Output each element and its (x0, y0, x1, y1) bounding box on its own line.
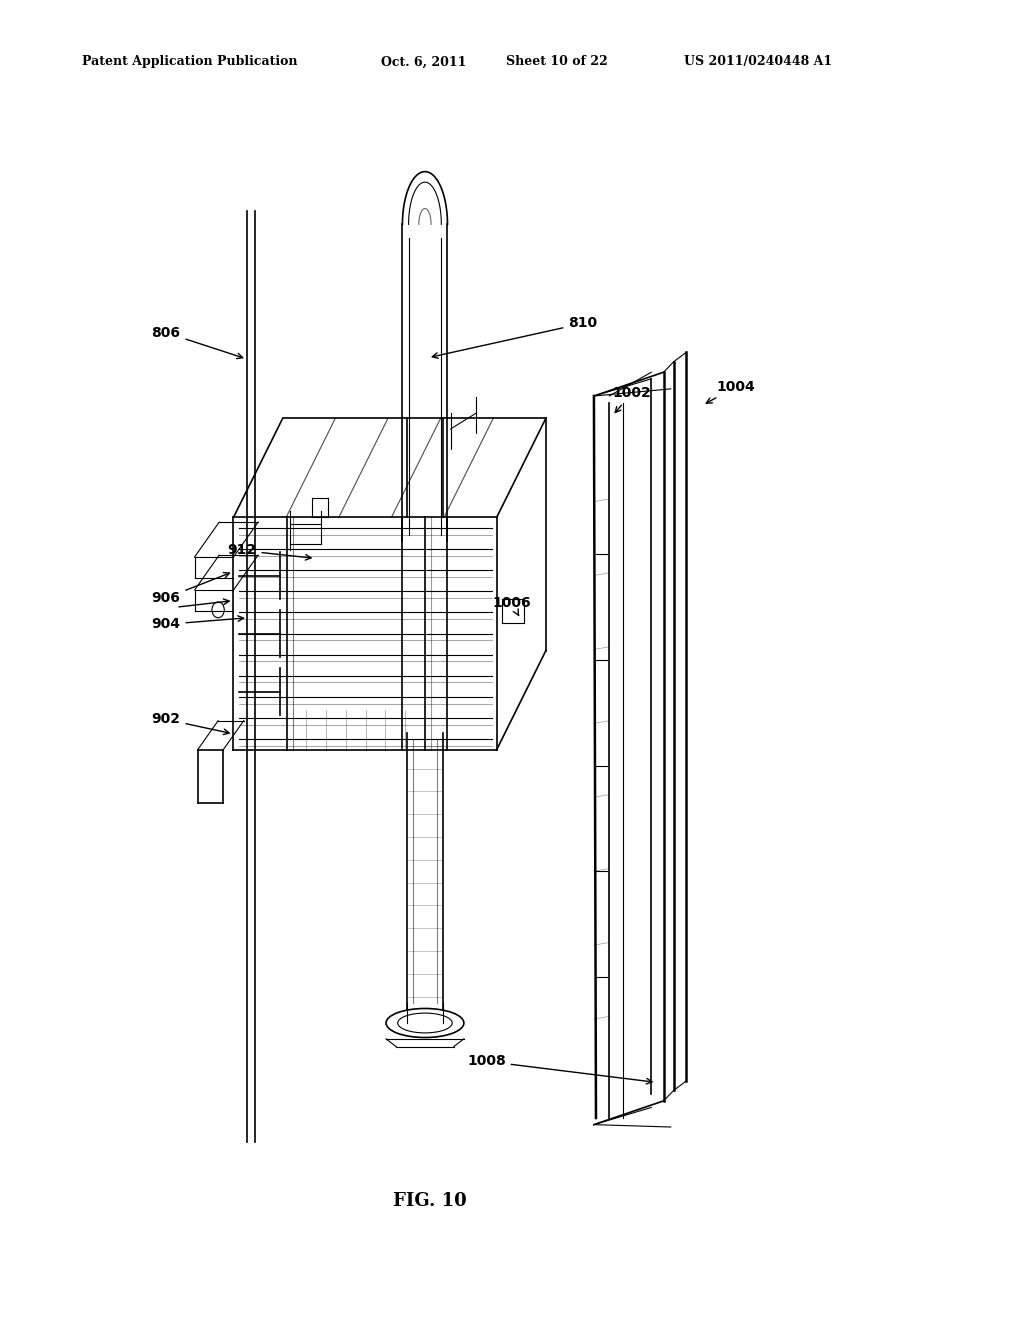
Text: 902: 902 (152, 713, 229, 734)
Text: FIG. 10: FIG. 10 (393, 1192, 467, 1210)
Text: 1006: 1006 (493, 597, 531, 615)
Text: 904: 904 (152, 616, 244, 631)
Text: 1002: 1002 (612, 387, 651, 413)
Text: 1008: 1008 (467, 1055, 652, 1084)
Text: Sheet 10 of 22: Sheet 10 of 22 (506, 55, 607, 69)
Text: US 2011/0240448 A1: US 2011/0240448 A1 (684, 55, 833, 69)
Text: 906: 906 (152, 573, 229, 605)
Text: Oct. 6, 2011: Oct. 6, 2011 (381, 55, 466, 69)
Text: 806: 806 (152, 326, 243, 359)
Text: 912: 912 (227, 544, 311, 560)
Text: Patent Application Publication: Patent Application Publication (82, 55, 297, 69)
Text: 810: 810 (432, 317, 597, 358)
Text: 1004: 1004 (707, 380, 756, 403)
